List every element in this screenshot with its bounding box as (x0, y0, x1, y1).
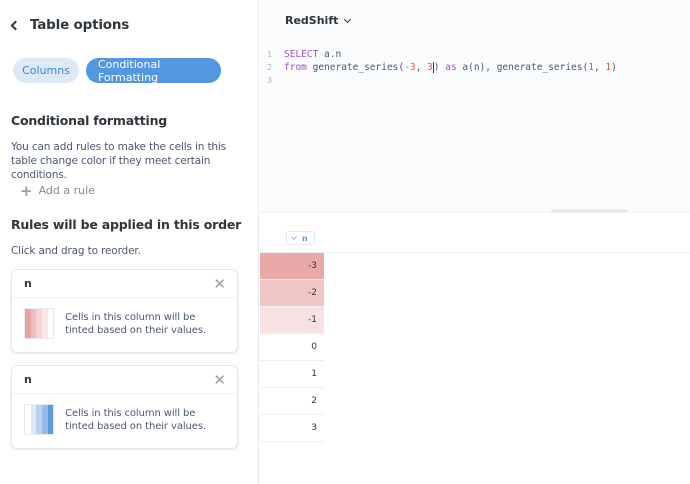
sql-editor[interactable]: 1 SELECT a.n 2 from generate_series(-3, … (260, 43, 690, 213)
conditional-formatting-description: You can add rules to make the cells in t… (11, 141, 227, 181)
table-options-sidebar: Table options Columns Conditional Format… (0, 0, 259, 484)
swatch-stripe (47, 405, 54, 434)
color-range-swatch (24, 404, 55, 435)
swatch-stripe (41, 309, 48, 338)
table-cell[interactable]: -2 (260, 280, 324, 307)
chevron-left-icon (10, 20, 21, 30)
line-number: 1 (267, 50, 272, 59)
table-cell[interactable]: -1 (260, 307, 324, 334)
column-header-n[interactable]: n (286, 231, 315, 245)
add-rule-button[interactable]: + Add a rule (20, 181, 95, 200)
swatch-stripe (25, 309, 31, 338)
rule-card[interactable]: n ✕ Cells in this column will be tinted … (11, 269, 238, 353)
drag-hint: Click and drag to reorder. (11, 245, 141, 257)
rule-description: Cells in this column will be tinted base… (65, 407, 207, 432)
column-header-label: n (302, 233, 308, 243)
database-selector[interactable]: RedShift (285, 14, 352, 27)
database-bar: RedShift (260, 0, 690, 43)
color-range-swatch (24, 308, 55, 339)
table-cell[interactable]: 0 (260, 334, 324, 361)
sidebar-title: Table options (30, 17, 130, 33)
table-cell[interactable]: 3 (260, 415, 324, 442)
swatch-stripe (47, 309, 54, 338)
options-tabs: Columns Conditional Formatting (13, 58, 221, 84)
swatch-stripe (30, 309, 37, 338)
add-rule-label: Add a rule (38, 184, 95, 197)
tab-columns[interactable]: Columns (13, 58, 79, 83)
swatch-stripe (30, 405, 37, 434)
code-line: 1 SELECT a.n (260, 48, 341, 61)
line-number: 3 (267, 76, 272, 85)
chevron-down-icon (291, 234, 297, 240)
editor-resize-handle[interactable] (551, 209, 627, 212)
divider (260, 212, 690, 213)
code-text: from generate_series(-3, 3) as a(n), gen… (284, 62, 617, 73)
code-text: SELECT a.n (284, 49, 342, 60)
text-cursor (432, 62, 434, 73)
code-line: 3 (260, 74, 284, 87)
back-button[interactable]: Table options (10, 17, 129, 33)
rules-order-heading: Rules will be applied in this order (11, 217, 242, 232)
rule-column-name: n (24, 277, 32, 290)
conditional-formatting-heading: Conditional formatting (11, 113, 168, 128)
chevron-down-icon (344, 15, 352, 23)
rule-card[interactable]: n ✕ Cells in this column will be tinted … (11, 365, 238, 449)
divider (260, 252, 690, 253)
swatch-stripe (25, 405, 31, 434)
table-cell[interactable]: 1 (260, 361, 324, 388)
code-line: 2 from generate_series(-3, 3) as a(n), g… (260, 61, 617, 74)
line-number: 2 (267, 63, 272, 72)
table-cell[interactable]: -3 (260, 253, 324, 280)
swatch-stripe (36, 405, 42, 434)
rule-column-name: n (24, 373, 32, 386)
plus-icon: + (20, 181, 33, 200)
query-editor-area: RedShift 1 SELECT a.n 2 from generate_se… (260, 0, 690, 484)
swatch-stripe (36, 309, 42, 338)
tab-conditional-formatting[interactable]: Conditional Formatting (86, 58, 221, 84)
rule-description: Cells in this column will be tinted base… (65, 311, 207, 336)
close-icon[interactable]: ✕ (213, 370, 226, 389)
database-name: RedShift (285, 14, 339, 27)
close-icon[interactable]: ✕ (213, 274, 226, 293)
table-cell[interactable]: 2 (260, 388, 324, 415)
swatch-stripe (41, 405, 48, 434)
